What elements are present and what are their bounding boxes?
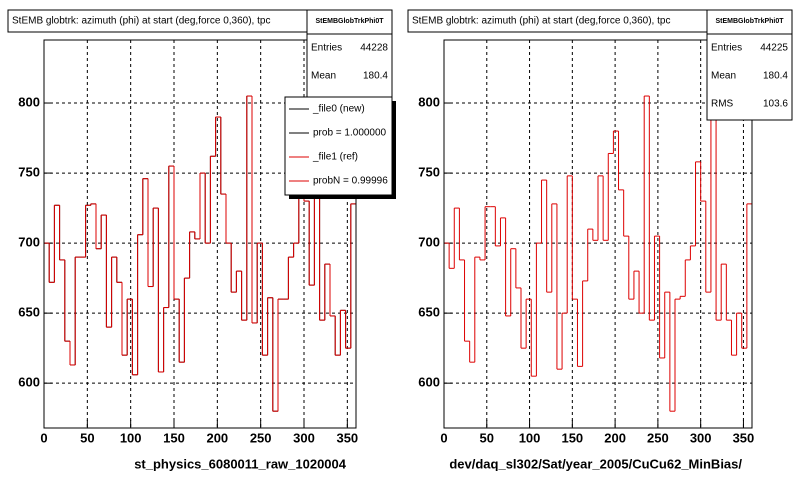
plot-border [43,39,357,429]
x-tick-label: 300 [690,430,712,445]
legend-label: _file0 (new) [312,104,365,115]
y-tick-label: 600 [418,375,440,390]
stats-value: 44225 [760,43,788,54]
x-tick-label: 50 [480,430,494,445]
x-tick-label: 200 [604,430,626,445]
stats-value: 180.4 [363,71,388,82]
x-tick-label: 0 [40,430,47,445]
y-tick-label: 750 [418,165,440,180]
chart-title: StEMB globtrk: azimuth (phi) at start (d… [12,16,270,27]
legend-label: prob = 1.000000 [313,128,387,139]
legend-label: _file1 (ref) [312,152,358,163]
y-tick-label: 650 [418,305,440,320]
stats-name: StEMBGlobTrkPhi0T [315,18,384,25]
x-tick-label: 50 [80,430,94,445]
stats-value: 180.4 [763,71,788,82]
x-axis-label: st_physics_6080011_raw_1020004 [134,456,347,471]
x-tick-label: 250 [250,430,272,445]
y-tick-label: 600 [18,375,40,390]
x-axis-label: dev/daq_sl302/Sat/year_2005/CuCu62_MinBi… [449,456,742,471]
chart-title: StEMB globtrk: azimuth (phi) at start (d… [412,16,670,27]
x-tick-label: 200 [206,430,228,445]
stats-value: 103.6 [763,99,788,110]
legend-label: probN = 0.99996 [313,176,388,187]
x-tick-label: 100 [120,430,142,445]
x-tick-label: 0 [440,430,447,445]
stats-name: StEMBGlobTrkPhi0T [715,18,784,25]
x-tick-label: 150 [561,430,583,445]
x-tick-label: 150 [163,430,185,445]
stats-value: 44228 [360,43,388,54]
y-tick-label: 700 [418,235,440,250]
x-tick-label: 250 [647,430,669,445]
x-tick-label: 300 [293,430,315,445]
stats-label: RMS [711,99,734,110]
x-tick-label: 350 [336,430,358,445]
y-tick-label: 650 [18,305,40,320]
stats-label: Entries [311,43,342,54]
stats-label: Mean [311,71,336,82]
y-tick-label: 750 [18,165,40,180]
legend-box [284,96,393,196]
stats-box [306,9,393,101]
x-tick-label: 350 [733,430,755,445]
y-tick-label: 800 [418,94,440,109]
plot-border [443,39,753,429]
stats-box [706,9,793,121]
stats-label: Entries [711,43,742,54]
y-tick-label: 800 [18,94,40,109]
y-tick-label: 700 [18,235,40,250]
stats-label: Mean [711,71,736,82]
x-tick-label: 100 [519,430,541,445]
